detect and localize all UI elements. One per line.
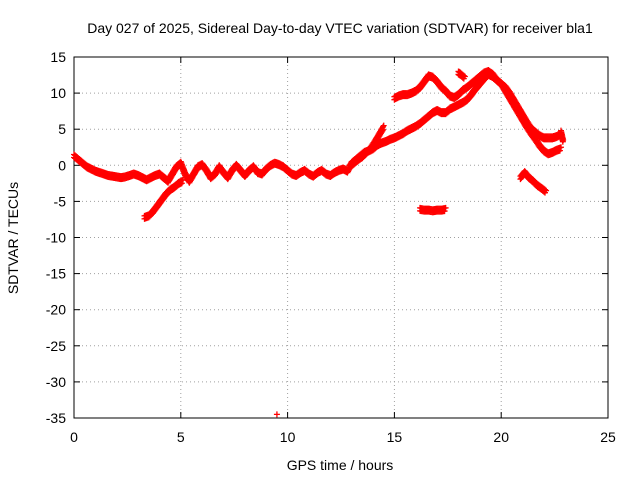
data-point (178, 180, 185, 187)
y-tick-label: -30 (46, 374, 66, 390)
x-tick-label: 25 (600, 429, 616, 445)
x-tick-label: 10 (280, 429, 296, 445)
data-point (461, 73, 468, 80)
data-point (379, 127, 386, 134)
data-point (179, 176, 186, 183)
data-point (543, 187, 550, 194)
data-point (442, 204, 449, 211)
y-tick-label: 0 (58, 157, 66, 173)
y-tick-label: 5 (58, 121, 66, 137)
grid-layer (74, 57, 608, 418)
y-tick-label: -15 (46, 266, 66, 282)
data-point (441, 208, 448, 215)
data-point (558, 144, 565, 151)
x-axis-label: GPS time / hours (287, 457, 394, 473)
y-tick-label: -20 (46, 302, 66, 318)
x-tick-label: 0 (70, 429, 78, 445)
data-point (560, 137, 567, 144)
x-tick-label: 20 (493, 429, 509, 445)
data-point (380, 126, 387, 133)
chart-title: Day 027 of 2025, Sidereal Day-to-day VTE… (87, 20, 593, 36)
y-tick-label: 10 (50, 85, 66, 101)
y-axis-label: SDTVAR / TECUs (5, 182, 21, 294)
y-tick-label: -5 (54, 193, 67, 209)
points-layer (71, 66, 567, 418)
data-point (380, 122, 387, 129)
x-tick-label: 5 (177, 429, 185, 445)
data-point (556, 147, 563, 154)
y-tick-label: 15 (50, 49, 66, 65)
y-tick-label: -10 (46, 230, 66, 246)
data-point (273, 411, 280, 418)
x-tick-label: 15 (387, 429, 403, 445)
y-tick-label: -35 (46, 410, 66, 426)
y-tick-label: -25 (46, 338, 66, 354)
tick-layer: 0 5 10 15 20 25 -35 -30 -25 -20 -15 -10 -5 0 5 10 15 (46, 49, 616, 445)
